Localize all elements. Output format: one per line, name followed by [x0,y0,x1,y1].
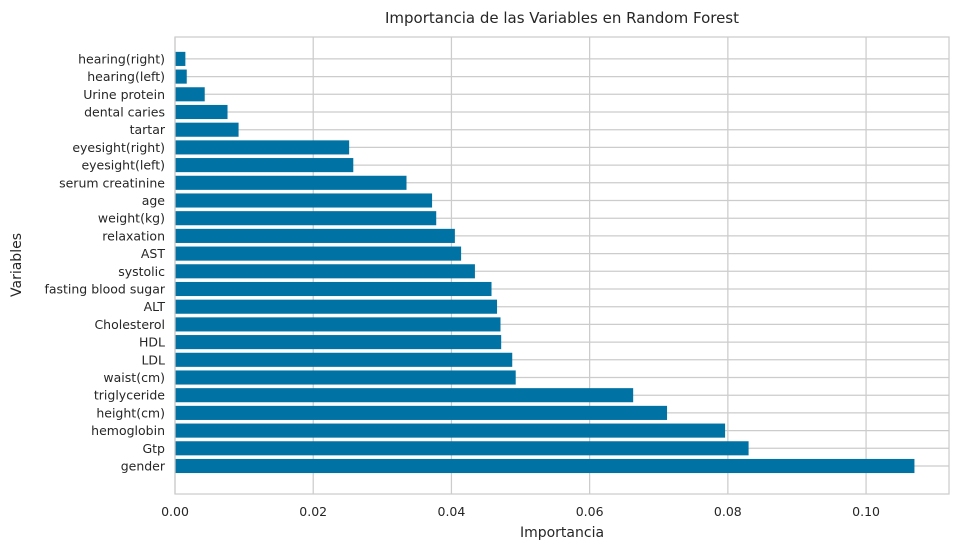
y-tick-label: age [142,193,166,208]
y-tick-label: gender [121,459,166,474]
bar-alt [175,299,498,314]
x-tick-label: 0.10 [852,504,880,519]
bar-urine-protein [175,87,205,102]
y-tick-label: HDL [139,335,165,350]
y-tick-label: tartar [130,122,166,137]
y-tick-label: serum creatinine [59,175,165,190]
x-tick-labels: 0.00 0.02 0.04 0.06 0.08 0.10 [161,504,880,519]
y-tick-label: Urine protein [83,87,165,102]
chart-title: Importancia de las Variables en Random F… [385,9,739,27]
bar-triglyceride [175,388,634,403]
bar-eyesight-left [175,158,354,173]
bar-gtp [175,441,749,456]
bar-height-cm [175,405,668,420]
y-tick-label: ALT [144,299,166,314]
bar-age [175,193,433,208]
y-tick-label: AST [141,246,165,261]
bar-hemoglobin [175,423,726,438]
x-tick-label: 0.00 [161,504,189,519]
bar-waist-cm [175,370,516,385]
y-tick-label: dental caries [84,105,165,120]
y-tick-label: waist(cm) [103,370,165,385]
y-tick-label: systolic [118,264,165,279]
y-tick-label: hemoglobin [91,423,165,438]
bar-tartar [175,122,239,137]
bar-cholesterol [175,317,501,332]
bar-dental-caries [175,104,228,120]
bar-ldl [175,352,513,367]
y-tick-label: eyesight(right) [72,140,165,155]
bar-eyesight-right [175,140,350,155]
x-tick-label: 0.08 [714,504,742,519]
plot-frame [174,36,950,495]
y-axis-label: Variables [9,233,25,297]
y-tick-label: fasting blood sugar [44,282,165,297]
y-tick-label: weight(kg) [98,211,165,226]
bar-hdl [175,335,502,350]
bars-layer [175,51,915,474]
y-tick-label: hearing(right) [78,51,165,66]
bar-weight-kg [175,211,437,226]
x-tick-label: 0.06 [576,504,604,519]
y-tick-label: height(cm) [96,405,165,420]
y-tick-label: Cholesterol [94,317,165,332]
y-tick-labels: gender Gtp hemoglobin height(cm) triglycerid… [44,51,165,473]
y-tick-label: triglyceride [94,388,165,403]
x-tick-label: 0.04 [438,504,466,519]
bar-relaxation [175,228,455,243]
bar-hearing-left [175,69,187,84]
y-tick-label: hearing(left) [87,69,165,84]
y-tick-label: eyesight(left) [81,158,165,173]
bar-hearing-right [175,51,186,66]
x-tick-label: 0.02 [299,504,327,519]
bar-gender [175,458,915,474]
y-tick-label: relaxation [102,228,165,243]
bar-ast [175,246,462,261]
x-axis-label: Importancia [520,525,604,541]
bar-serum-creatinine [175,175,407,190]
bar-fasting-blood-sugar [175,281,492,297]
y-tick-label: LDL [141,352,165,367]
bar-systolic [175,264,475,279]
y-tick-label: Gtp [142,441,165,456]
